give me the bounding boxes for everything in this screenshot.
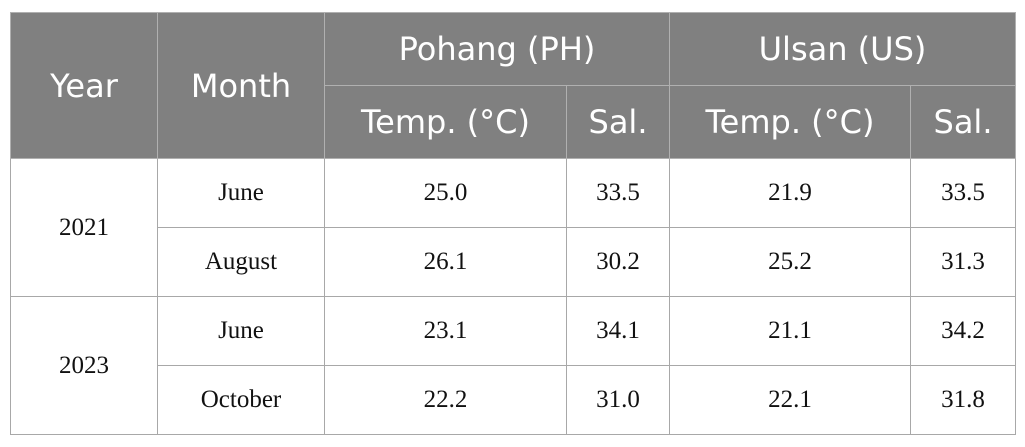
value-cell: 25.2 [669,227,911,297]
value-cell: 23.1 [324,296,567,366]
value-cell: 31.3 [910,227,1016,297]
table-row: 2021 June 25.0 33.5 21.9 33.5 [10,158,1016,297]
header-cell: Sal. [910,85,1016,159]
month-cell: October [157,365,325,435]
value-cell: 21.9 [669,158,911,228]
table-header: Year Month Pohang (PH) Ulsan (US) Temp. … [10,12,1016,159]
header-cell: Sal. [566,85,670,159]
month-cell: June [157,296,325,366]
table-body: 2021 June 25.0 33.5 21.9 33.5 August 26.1 30.2 25… [10,158,1016,435]
month-cell: August [157,227,325,297]
value-cell: 31.8 [910,365,1016,435]
year-cell: 2021 [10,158,158,297]
value-cell: 31.0 [566,365,670,435]
value-cell: 33.5 [566,158,670,228]
value-cell: 25.0 [324,158,567,228]
value-cell: 21.1 [669,296,911,366]
year-cell: 2023 [10,296,158,435]
value-cell: 34.1 [566,296,670,366]
value-cell: 22.2 [324,365,567,435]
value-cell: 26.1 [324,227,567,297]
table-row: 2023 June 23.1 34.1 21.1 34.2 [10,296,1016,435]
table-row: October 22.2 31.0 22.1 31.8 [11,365,1016,435]
value-cell: 34.2 [910,296,1016,366]
header-cell: Temp. (°C) [324,85,567,159]
table-row: August 26.1 30.2 25.2 31.3 [11,227,1016,297]
month-cell: June [157,158,325,228]
data-table: Year Month Pohang (PH) Ulsan (US) Temp. … [10,12,1016,435]
header-cell: Year [10,12,158,159]
value-cell: 30.2 [566,227,670,297]
header-cell: Temp. (°C) [669,85,911,159]
value-cell: 33.5 [910,158,1016,228]
value-cell: 22.1 [669,365,911,435]
header-cell: Ulsan (US) [669,12,1016,86]
header-cell: Pohang (PH) [324,12,670,86]
header-cell: Month [157,12,325,159]
